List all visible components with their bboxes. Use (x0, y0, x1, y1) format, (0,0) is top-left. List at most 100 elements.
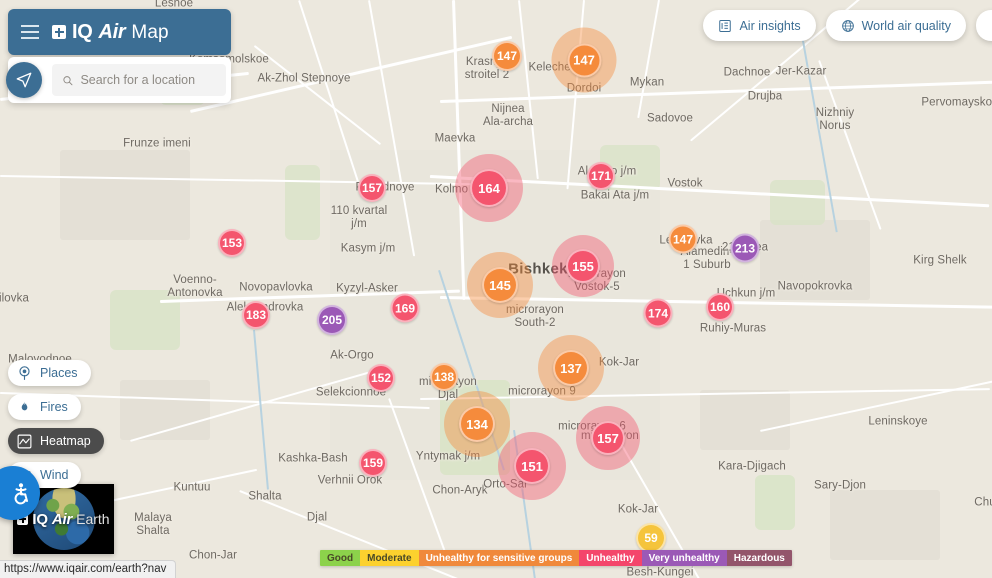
aqi-marker-pin: 145 (482, 267, 518, 303)
aqi-marker[interactable]: 157 (576, 406, 640, 470)
land-block (760, 220, 870, 300)
overflow-control-button[interactable] (976, 10, 992, 41)
layer-button-fires[interactable]: Fires (8, 394, 81, 420)
app-header: IQ Air Map (8, 9, 231, 55)
search-input[interactable] (80, 73, 216, 87)
aqi-marker-pin: 152 (367, 364, 395, 392)
aqi-value: 155 (572, 258, 594, 274)
brand-product-text: Map (131, 21, 169, 43)
aqi-marker[interactable]: 138 (430, 363, 458, 391)
aqi-marker[interactable]: 213 (730, 233, 760, 263)
brand-logo[interactable]: IQ Air Map (52, 21, 169, 44)
aqi-marker-pin: 151 (514, 448, 550, 484)
land-block (700, 390, 790, 450)
layer-button-places[interactable]: Places (8, 360, 91, 386)
map-place-label: Chon-Aryk (432, 484, 488, 497)
aqi-legend: Good Moderate Unhealthy for sensitive grou… (320, 550, 792, 566)
aqi-value: 169 (394, 301, 416, 315)
green-area (285, 165, 320, 240)
aqi-marker-pin: 59 (636, 523, 666, 553)
aqi-marker[interactable]: 147 (492, 41, 522, 71)
brand-air-text: Air (98, 20, 126, 43)
locate-me-button[interactable] (6, 62, 42, 98)
world-air-quality-label: World air quality (861, 18, 951, 33)
legend-item: Unhealthy (579, 550, 642, 566)
legend-item: Hazardous (726, 550, 792, 566)
aqi-marker[interactable]: 157 (358, 174, 386, 202)
map-road (637, 0, 660, 119)
aqi-marker[interactable]: 59 (636, 523, 666, 553)
heatmap-icon (17, 434, 32, 448)
iqair-earth-widget[interactable]: IQ Air Earth (13, 484, 114, 554)
map-place-label: Kirg Shelk (913, 254, 967, 267)
wheelchair-accessibility-icon (14, 483, 28, 505)
aqi-marker[interactable]: 147 (551, 27, 617, 93)
aqi-marker[interactable]: 174 (643, 298, 673, 328)
aqi-marker-pin: 147 (567, 43, 601, 77)
aqi-value: 138 (433, 370, 455, 384)
land-block (60, 150, 190, 240)
map-place-label: Malaya Shalta (134, 512, 172, 537)
aqi-marker-pin: 138 (430, 363, 458, 391)
aqi-marker-pin: 183 (242, 301, 270, 329)
layer-label-heatmap: Heatmap (40, 434, 91, 448)
aqi-marker-pin: 155 (566, 249, 600, 283)
aqi-marker[interactable]: 160 (706, 293, 734, 321)
aqi-marker[interactable]: 137 (538, 335, 604, 401)
aqi-marker-pin: 171 (587, 162, 615, 190)
aqi-marker[interactable]: 183 (242, 301, 270, 329)
aqi-marker[interactable]: 159 (359, 449, 387, 477)
world-air-quality-button[interactable]: World air quality (825, 10, 966, 41)
green-area (755, 475, 795, 530)
aqi-marker[interactable]: 164 (455, 154, 523, 222)
aqi-marker-pin: 134 (459, 406, 495, 442)
search-field-wrapper[interactable] (52, 64, 226, 96)
map-place-label: Ruhiy-Muras (699, 322, 767, 335)
air-insights-button[interactable]: Air insights (703, 10, 816, 41)
legend-item: Moderate (360, 550, 419, 566)
aqi-value: 147 (496, 49, 518, 63)
aqi-marker[interactable]: 169 (390, 293, 420, 323)
aqi-marker[interactable]: 134 (444, 391, 510, 457)
legend-item: Very unhealthy (641, 550, 727, 566)
aqi-value: 153 (221, 236, 243, 250)
map-place-label: Nijnea Ala-archa (482, 103, 534, 128)
layer-label-fires: Fires (40, 400, 68, 414)
map-place-label: Kara-Djigach (718, 460, 786, 473)
aqi-marker-pin: 153 (218, 229, 246, 257)
aqi-value: 205 (321, 313, 343, 327)
aqi-marker[interactable]: 153 (218, 229, 246, 257)
aqi-marker-pin: 157 (591, 421, 625, 455)
map-place-label: Drujba (747, 90, 783, 103)
aqi-marker[interactable]: 205 (317, 305, 347, 335)
aqi-marker[interactable]: 152 (367, 364, 395, 392)
earth-brand: IQ Air Earth (17, 511, 110, 528)
aqi-marker[interactable]: 155 (552, 235, 614, 297)
status-bar-url: https://www.iqair.com/earth?nav (4, 563, 167, 575)
map-place-label: Leninskoye (868, 415, 928, 428)
aqi-marker[interactable]: 145 (467, 252, 533, 318)
aqi-marker-pin: 159 (359, 449, 387, 477)
earth-globe-image (32, 488, 95, 550)
aqi-marker-pin: 160 (706, 293, 734, 321)
map-place-label: Jer-Kazar (775, 65, 827, 78)
aqi-marker[interactable]: 151 (498, 432, 566, 500)
aqi-marker-pin: 205 (317, 305, 347, 335)
brand-iq-text: IQ (72, 20, 93, 43)
land-block (830, 490, 940, 560)
aqi-value: 157 (597, 430, 619, 446)
legend-item: Unhealthy for sensitive groups (418, 550, 580, 566)
layer-button-heatmap[interactable]: Heatmap (8, 428, 104, 454)
aqi-value: 171 (590, 169, 612, 183)
menu-hamburger-icon[interactable] (8, 9, 52, 55)
map-place-label: Chon-Jar (188, 549, 238, 562)
aqi-value: 160 (709, 300, 731, 314)
map-road (110, 468, 258, 502)
aqi-marker[interactable]: 171 (587, 162, 615, 190)
map-place-label: Frunze imeni (123, 137, 191, 150)
aqi-value: 157 (361, 181, 383, 195)
map-place-label: ilovka (0, 292, 30, 305)
iqair-plus-mark-icon (17, 513, 29, 525)
aqi-marker[interactable]: 147 (668, 224, 698, 254)
